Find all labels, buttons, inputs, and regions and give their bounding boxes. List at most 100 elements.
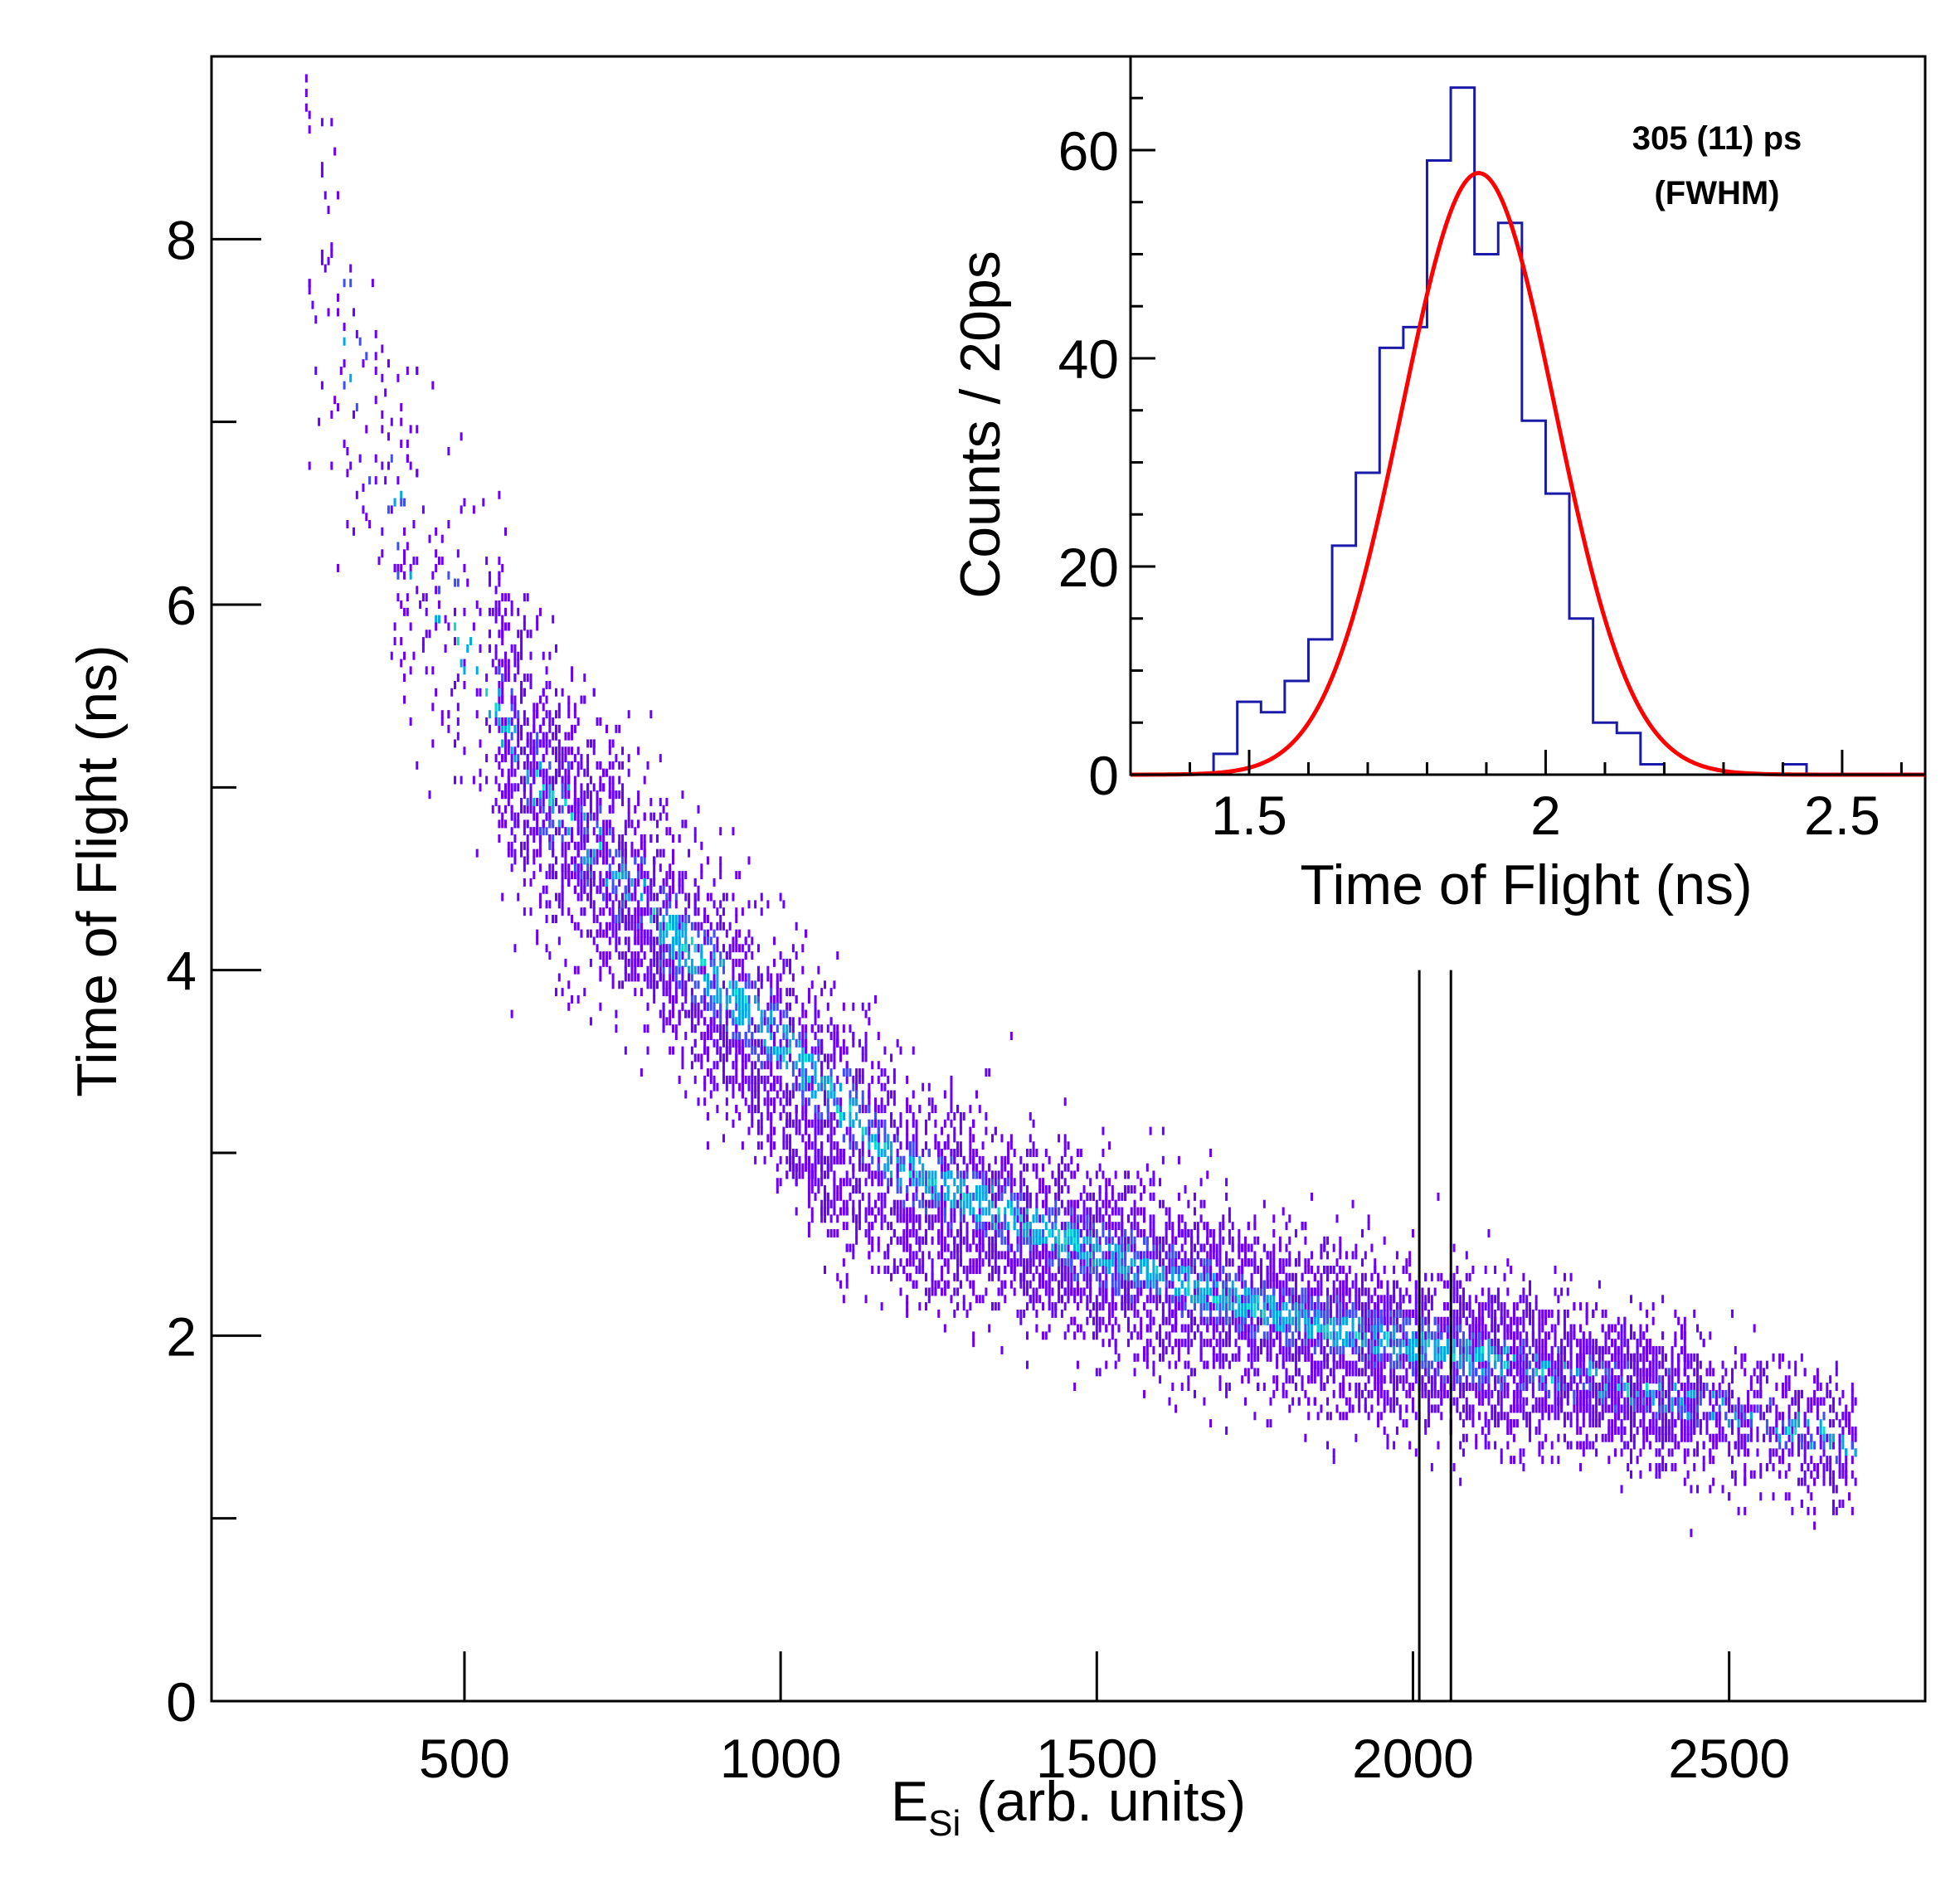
- heatmap-cell: [1348, 1331, 1351, 1340]
- heatmap-cell: [965, 1309, 969, 1318]
- heatmap-cell: [756, 1097, 760, 1106]
- heatmap-cell: [564, 863, 567, 873]
- heatmap-cell: [533, 834, 536, 844]
- heatmap-cell: [659, 863, 662, 873]
- heatmap-cell: [1089, 1251, 1092, 1260]
- heatmap-cell: [330, 118, 333, 127]
- heatmap-cell: [1478, 1309, 1481, 1318]
- heatmap-cell: [829, 1134, 833, 1143]
- heatmap-cell: [934, 1287, 937, 1296]
- heatmap-cell: [1152, 1368, 1155, 1377]
- heatmap-cell: [1313, 1302, 1316, 1311]
- heatmap-cell: [798, 1155, 801, 1164]
- heatmap-cell: [1661, 1375, 1665, 1384]
- heatmap-cell: [735, 907, 738, 916]
- heatmap-cell: [498, 578, 501, 587]
- heatmap-cell: [915, 1126, 918, 1135]
- heatmap-cell: [412, 520, 416, 529]
- heatmap-cell: [1092, 1302, 1095, 1311]
- heatmap-cell: [1784, 1441, 1787, 1450]
- heatmap-cell: [1484, 1375, 1487, 1384]
- heatmap-cell: [1320, 1404, 1323, 1413]
- heatmap-cell: [1560, 1339, 1564, 1348]
- heatmap-cell: [1175, 1251, 1178, 1260]
- heatmap-cell: [627, 812, 630, 821]
- heatmap-cell: [690, 988, 693, 997]
- heatmap-cell: [456, 549, 460, 558]
- heatmap-cell: [1481, 1426, 1484, 1435]
- heatmap-cell: [674, 914, 678, 923]
- heatmap-cell: [1228, 1287, 1231, 1296]
- heatmap-cell: [1058, 1258, 1061, 1267]
- heatmap-cell: [621, 907, 625, 916]
- heatmap-cell: [1712, 1404, 1715, 1413]
- heatmap-cell: [1155, 1251, 1159, 1260]
- heatmap-cell: [1032, 1119, 1035, 1128]
- heatmap-cell: [719, 1017, 722, 1026]
- heatmap-cell: [890, 1222, 893, 1231]
- heatmap-cell: [1630, 1426, 1633, 1435]
- heatmap-cell: [1636, 1404, 1639, 1413]
- heatmap-cell: [770, 980, 773, 989]
- heatmap-cell: [997, 1178, 1000, 1187]
- heatmap-cell: [1234, 1272, 1238, 1281]
- heatmap-cell: [1262, 1331, 1266, 1340]
- heatmap-cell: [1674, 1433, 1677, 1442]
- heatmap-cell: [962, 1207, 965, 1216]
- heatmap-cell: [1468, 1295, 1471, 1304]
- heatmap-cell: [1288, 1236, 1291, 1245]
- heatmap-cell: [899, 1207, 902, 1216]
- heatmap-cell: [1379, 1339, 1383, 1348]
- heatmap-cell: [1247, 1222, 1250, 1231]
- heatmap-cell: [887, 1155, 890, 1164]
- heatmap-cell: [877, 1031, 880, 1040]
- heatmap-cell: [1079, 1258, 1082, 1267]
- heatmap-cell: [542, 732, 545, 741]
- heatmap-cell: [1130, 1266, 1133, 1275]
- heatmap-cell: [1487, 1383, 1491, 1392]
- heatmap-cell: [1648, 1426, 1651, 1435]
- heatmap-cell: [624, 1046, 627, 1055]
- heatmap-cell: [1613, 1419, 1617, 1428]
- heatmap-cell: [725, 1097, 728, 1106]
- heatmap-cell: [1114, 1272, 1117, 1281]
- heatmap-cell: [387, 432, 390, 441]
- heatmap-cell: [1000, 1345, 1004, 1354]
- heatmap-cell: [820, 1149, 824, 1157]
- heatmap-cell: [494, 651, 498, 660]
- heatmap-cell: [1149, 1222, 1152, 1231]
- heatmap-cell: [1525, 1302, 1529, 1311]
- heatmap-cell: [1566, 1309, 1569, 1318]
- heatmap-cell: [1759, 1492, 1763, 1501]
- heatmap-cell: [855, 1068, 858, 1077]
- heatmap-cell: [634, 885, 637, 894]
- heatmap-cell: [1193, 1258, 1196, 1267]
- heatmap-cell: [789, 1119, 792, 1128]
- heatmap-cell: [510, 746, 513, 756]
- heatmap-cell: [1500, 1309, 1503, 1318]
- heatmap-cell: [1348, 1266, 1351, 1275]
- heatmap-cell: [1421, 1324, 1424, 1333]
- heatmap-cell: [1459, 1353, 1462, 1362]
- heatmap-cell: [1506, 1441, 1510, 1450]
- heatmap-cell: [1117, 1236, 1121, 1245]
- heatmap-cell: [981, 1178, 985, 1187]
- heatmap-cell: [592, 812, 596, 821]
- heatmap-cell: [634, 848, 637, 858]
- heatmap-cell: [1278, 1339, 1282, 1348]
- heatmap-cell: [542, 885, 545, 894]
- heatmap-cell: [1468, 1360, 1471, 1369]
- heatmap-cell: [586, 892, 590, 902]
- heatmap-cell: [409, 563, 412, 572]
- heatmap-cell: [548, 724, 552, 733]
- heatmap-cell: [552, 848, 555, 858]
- heatmap-cell: [1601, 1353, 1604, 1362]
- heatmap-cell: [1712, 1389, 1715, 1398]
- heatmap-cell: [605, 878, 608, 887]
- heatmap-cell: [883, 1251, 887, 1260]
- heatmap-cell: [823, 1192, 826, 1201]
- heatmap-cell: [1831, 1470, 1835, 1479]
- heatmap-cell: [507, 797, 510, 806]
- heatmap-cell: [1159, 1287, 1162, 1296]
- heatmap-cell: [624, 965, 627, 975]
